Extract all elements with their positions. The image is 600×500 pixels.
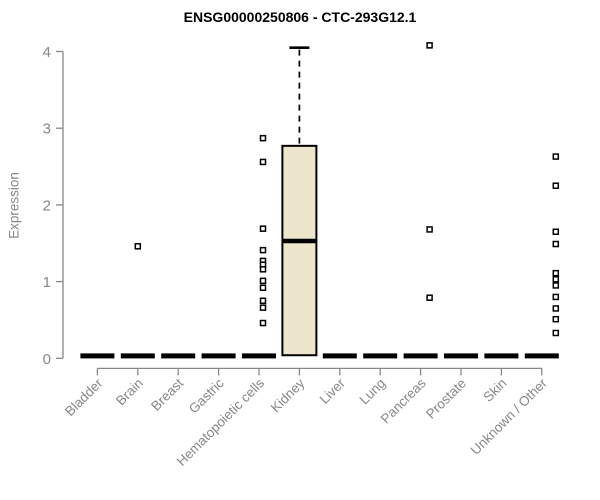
x-tick-label: Prostate bbox=[423, 376, 469, 422]
y-tick-label: 0 bbox=[43, 351, 51, 368]
collapsed-box bbox=[524, 353, 559, 359]
x-tick-label: Unknown / Other bbox=[468, 375, 551, 458]
outlier-point bbox=[552, 182, 560, 189]
x-tick-label: Pancreas bbox=[378, 375, 429, 426]
collapsed-box bbox=[363, 353, 398, 359]
outlier-point bbox=[259, 277, 267, 285]
outlier-point bbox=[552, 329, 560, 337]
outlier-point bbox=[259, 304, 267, 311]
collapsed-box bbox=[80, 353, 115, 359]
outlier-point bbox=[259, 246, 267, 254]
y-tick-label: 1 bbox=[43, 274, 51, 291]
chart-title: ENSG00000250806 - CTC-293G12.1 bbox=[183, 9, 417, 25]
outlier-point bbox=[552, 276, 560, 283]
x-tick-label: Lung bbox=[356, 376, 388, 408]
x-tick-label: Brain bbox=[113, 376, 146, 409]
x-tick-label: Kidney bbox=[268, 375, 308, 415]
outlier-point bbox=[259, 158, 267, 166]
outlier-point bbox=[259, 284, 267, 291]
collapsed-box bbox=[201, 353, 236, 359]
y-tick-label: 2 bbox=[43, 197, 51, 214]
x-tick-label: Liver bbox=[317, 375, 349, 407]
collapsed-box bbox=[484, 353, 519, 359]
outlier-point bbox=[552, 240, 560, 248]
outlier-point bbox=[426, 226, 433, 233]
outlier-point bbox=[259, 297, 267, 305]
collapsed-box bbox=[322, 353, 357, 359]
outlier-point bbox=[426, 294, 433, 301]
collapsed-box bbox=[120, 353, 155, 359]
x-tick-label: Skin bbox=[480, 376, 509, 405]
collapsed-box bbox=[242, 353, 276, 359]
y-tick-label: 3 bbox=[43, 121, 51, 138]
collapsed-box bbox=[444, 353, 478, 359]
box bbox=[281, 144, 318, 357]
collapsed-box bbox=[161, 353, 196, 359]
x-tick-label: Breast bbox=[148, 375, 186, 413]
outlier-point bbox=[552, 228, 560, 235]
outlier-point bbox=[259, 134, 267, 142]
x-tick-label: Bladder bbox=[62, 375, 106, 419]
outlier-point bbox=[259, 266, 267, 273]
outlier-point bbox=[552, 153, 560, 160]
outlier-point bbox=[552, 269, 560, 277]
outlier-point bbox=[552, 315, 560, 323]
collapsed-box bbox=[403, 353, 438, 359]
outlier-point bbox=[259, 225, 267, 232]
outlier-point bbox=[552, 293, 560, 301]
outlier-point bbox=[259, 319, 267, 327]
outlier-point bbox=[552, 305, 560, 312]
outlier-point bbox=[426, 42, 433, 49]
outlier-point bbox=[134, 243, 142, 250]
outlier-point bbox=[552, 282, 560, 289]
y-tick-label: 4 bbox=[43, 44, 51, 61]
